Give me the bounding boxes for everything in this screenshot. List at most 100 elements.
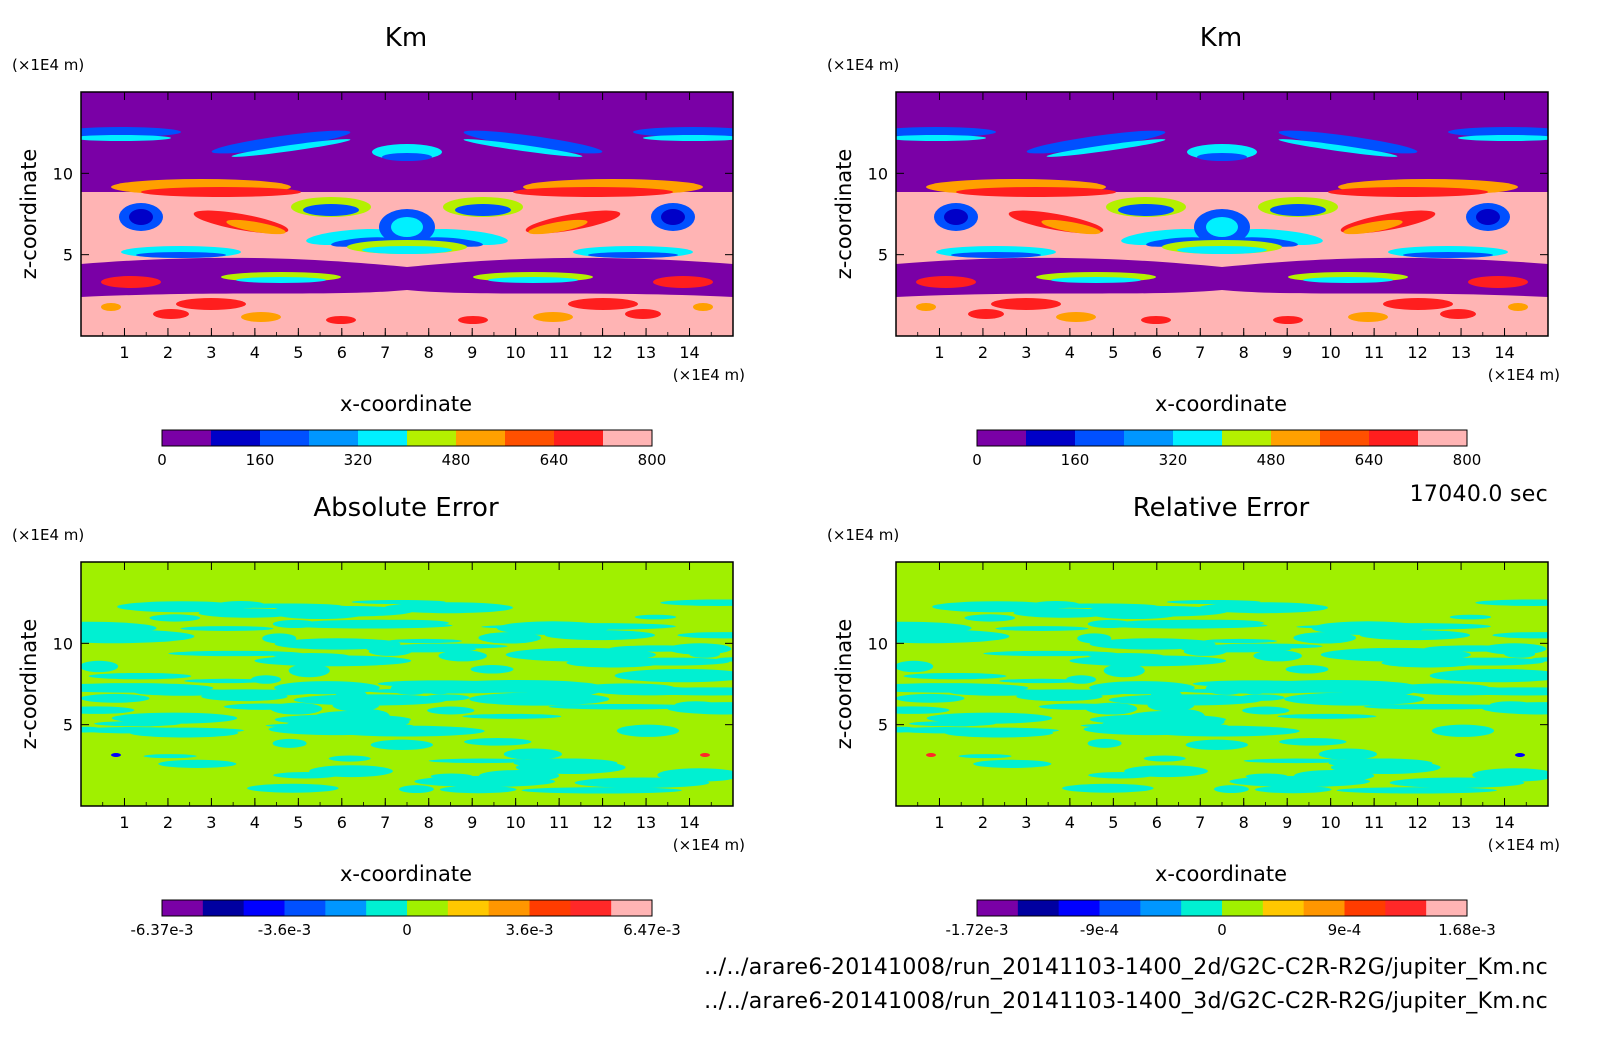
x-tick-label: 10 (505, 343, 525, 362)
x-tick-label: 5 (293, 343, 303, 362)
colorbar-swatch (1017, 900, 1060, 916)
colorbar-swatch (611, 900, 653, 916)
colorbar-swatch (1369, 430, 1419, 446)
colorbar-swatch (1140, 900, 1182, 916)
colorbar-label: 480 (442, 451, 471, 469)
chart-title: Relative Error (1133, 493, 1310, 523)
y-axis-label: z-coordinate (832, 149, 856, 280)
x-tick-label: 2 (163, 343, 173, 362)
colorbar-swatch (1026, 430, 1076, 446)
x-tick-label: 8 (424, 813, 434, 832)
colorbar-swatch (1075, 430, 1125, 446)
x-tick-label: 11 (549, 813, 569, 832)
x-unit-label: (×1E4 m) (1488, 836, 1560, 854)
colorbar-label: 1.68e-3 (1438, 921, 1496, 939)
colorbar-label: 0 (402, 921, 412, 939)
chart-title: Absolute Error (313, 493, 499, 523)
colorbar-swatch (554, 430, 604, 446)
colorbar-label: 480 (1257, 451, 1286, 469)
x-tick-label: 13 (636, 813, 656, 832)
colorbar-swatch (505, 430, 555, 446)
x-unit-label: (×1E4 m) (673, 836, 745, 854)
colorbar-label: 160 (1061, 451, 1090, 469)
y-tick-label: 10 (53, 164, 73, 183)
x-tick-label: 6 (337, 343, 347, 362)
x-tick-label: 2 (978, 343, 988, 362)
x-tick-label: 7 (380, 813, 390, 832)
colorbar-swatch (529, 900, 571, 916)
x-tick-label: 9 (467, 343, 477, 362)
y-tick-label: 5 (63, 246, 73, 265)
colorbar-label: 3.6e-3 (505, 921, 553, 939)
x-tick-label: 13 (636, 343, 656, 362)
colorbar-swatch (260, 430, 310, 446)
heatmap-field (896, 92, 1548, 336)
x-tick-label: 1 (934, 813, 944, 832)
x-tick-label: 5 (293, 813, 303, 832)
x-tick-label: 8 (1239, 343, 1249, 362)
colorbar-swatch (1303, 900, 1345, 916)
colorbar-swatch (1426, 900, 1468, 916)
y-unit-label: (×1E4 m) (12, 56, 84, 74)
colorbar-swatch (1344, 900, 1386, 916)
chart-title: Km (385, 23, 427, 53)
x-tick-label: 4 (250, 343, 260, 362)
file-path-2d: ../../arare6-20141008/run_20141103-1400_… (704, 955, 1548, 980)
y-axis-label: z-coordinate (17, 149, 41, 280)
x-tick-label: 9 (467, 813, 477, 832)
colorbar-swatch (977, 900, 1019, 916)
colorbar-swatch (1418, 430, 1468, 446)
x-tick-label: 4 (1065, 813, 1075, 832)
x-tick-label: 10 (1320, 343, 1340, 362)
x-tick-label: 6 (337, 813, 347, 832)
colorbar-swatch (1320, 430, 1370, 446)
x-tick-label: 2 (163, 813, 173, 832)
x-tick-label: 7 (1195, 813, 1205, 832)
x-unit-label: (×1E4 m) (673, 366, 745, 384)
y-tick-label: 10 (868, 164, 888, 183)
x-tick-label: 9 (1282, 343, 1292, 362)
colorbar-swatch (325, 900, 367, 916)
colorbar-label: 0 (1217, 921, 1227, 939)
colorbar-swatch (243, 900, 285, 916)
colorbar-label: -9e-4 (1080, 921, 1119, 939)
colorbar-frame (161, 899, 653, 917)
colorbar-swatch (1181, 900, 1223, 916)
colorbar-label: -6.37e-3 (131, 921, 194, 939)
colorbar-swatch (162, 430, 212, 446)
colorbar-label: 160 (246, 451, 275, 469)
y-tick-label: 5 (878, 716, 888, 735)
y-axis-label: z-coordinate (17, 619, 41, 750)
colorbar-swatch (1222, 430, 1272, 446)
x-tick-label: 2 (978, 813, 988, 832)
x-tick-label: 8 (1239, 813, 1249, 832)
colorbar-label: 0 (157, 451, 167, 469)
heatmap-field (81, 92, 733, 336)
colorbar-label: 320 (344, 451, 373, 469)
colorbar-swatch (407, 430, 457, 446)
x-tick-label: 14 (679, 343, 699, 362)
colorbar-swatch (284, 900, 326, 916)
x-unit-label: (×1E4 m) (1488, 366, 1560, 384)
heatmap-field (81, 562, 733, 806)
colorbar-swatch (456, 430, 506, 446)
x-tick-label: 5 (1108, 813, 1118, 832)
colorbar-label: -3.6e-3 (258, 921, 311, 939)
colorbar-swatch (358, 430, 408, 446)
x-tick-label: 3 (1021, 343, 1031, 362)
colorbar-label: 640 (540, 451, 569, 469)
x-tick-label: 10 (505, 813, 525, 832)
x-axis-label: x-coordinate (1155, 392, 1287, 416)
colorbar-swatch (1173, 430, 1223, 446)
y-tick-label: 5 (63, 716, 73, 735)
x-tick-label: 12 (592, 813, 612, 832)
colorbar-swatch (1058, 900, 1100, 916)
x-tick-label: 11 (549, 343, 569, 362)
y-tick-label: 10 (53, 634, 73, 653)
x-tick-label: 11 (1364, 343, 1384, 362)
x-tick-label: 5 (1108, 343, 1118, 362)
colorbar-frame (976, 899, 1468, 917)
colorbar-swatch (407, 900, 449, 916)
colorbar-swatch (977, 430, 1027, 446)
colorbar-swatch (603, 430, 653, 446)
